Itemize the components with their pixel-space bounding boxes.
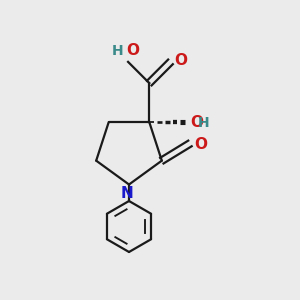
Text: H: H — [198, 116, 209, 130]
Text: H: H — [112, 44, 123, 58]
Text: O: O — [194, 136, 207, 152]
Text: O: O — [190, 115, 203, 130]
Text: O: O — [127, 43, 140, 58]
Text: O: O — [174, 53, 188, 68]
Text: N: N — [121, 186, 134, 201]
